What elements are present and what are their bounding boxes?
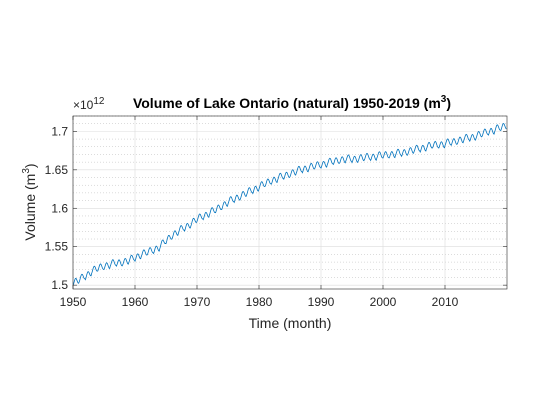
x-axis-ticks: 1950 1960 1970 1980 1990 2000 2010 — [60, 116, 459, 309]
x-tick-label: 1980 — [246, 295, 273, 309]
minor-grid — [73, 115, 507, 278]
y-axis-label-text: Volume (m — [22, 174, 38, 241]
chart-title-close: ) — [446, 95, 451, 111]
series-line-volume — [72, 123, 507, 286]
y-axis-label-close: ) — [22, 163, 38, 168]
x-tick-label: 2010 — [432, 295, 459, 309]
x-tick-label: 1990 — [308, 295, 335, 309]
x-tick-label: 1970 — [184, 295, 211, 309]
y-axis-exponent-power: 12 — [93, 96, 105, 107]
y-tick-label: 1.5 — [51, 278, 68, 292]
chart-title: Volume of Lake Ontario (natural) 1950-20… — [133, 94, 451, 111]
y-axis-ticks: 1.5 1.55 1.6 1.65 1.7 — [45, 124, 507, 292]
y-axis-exponent-base: ×10 — [73, 98, 94, 112]
plot-area-background — [73, 116, 507, 289]
chart-title-text: Volume of Lake Ontario (natural) 1950-20… — [133, 95, 441, 111]
x-axis-label: Time (month) — [249, 315, 332, 331]
y-axis-label: Volume (m3) — [21, 163, 38, 240]
y-tick-label: 1.65 — [45, 163, 69, 177]
y-tick-label: 1.6 — [51, 201, 68, 215]
y-tick-label: 1.7 — [51, 124, 68, 138]
y-axis-label-superscript: 3 — [21, 168, 32, 174]
x-tick-label: 1960 — [122, 295, 149, 309]
y-tick-label: 1.55 — [45, 240, 69, 254]
x-tick-label: 2000 — [370, 295, 397, 309]
plot-area-frame — [72, 115, 508, 290]
y-axis-exponent: ×1012 — [73, 96, 105, 112]
chart-title-superscript: 3 — [441, 94, 447, 105]
major-grid — [72, 116, 507, 289]
x-tick-label: 1950 — [60, 295, 87, 309]
